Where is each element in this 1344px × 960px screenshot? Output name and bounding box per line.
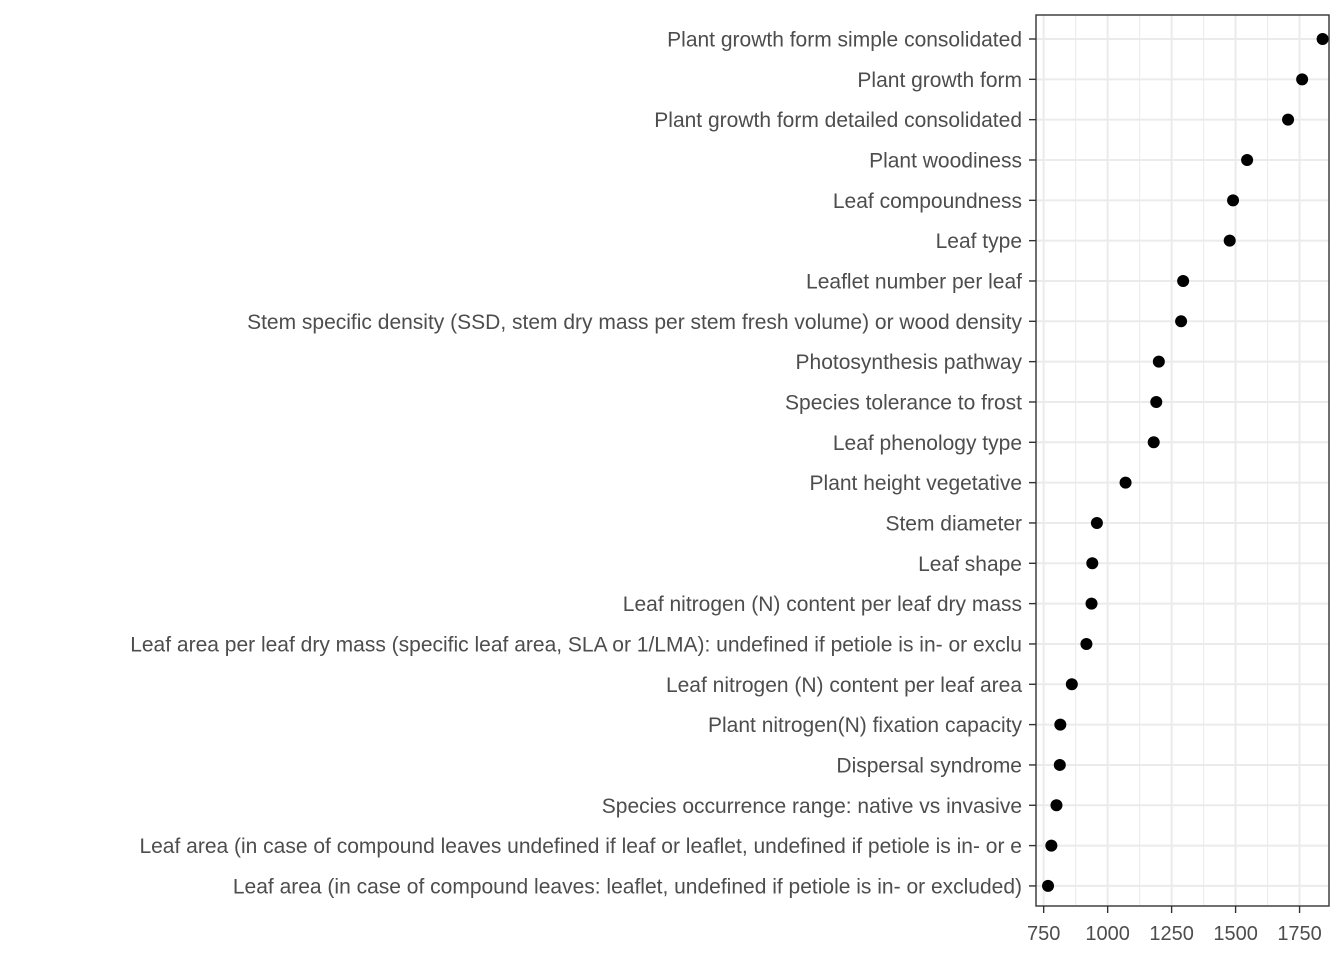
x-tick-label: 1500 [1213, 923, 1258, 945]
data-point [1042, 879, 1055, 892]
data-point [1241, 153, 1254, 166]
data-point [1045, 839, 1058, 852]
data-point [1085, 597, 1098, 610]
data-point [1050, 799, 1063, 812]
data-point [1065, 678, 1078, 691]
category-label: Dispersal syndrome [836, 754, 1022, 777]
x-tick-label: 1750 [1277, 923, 1322, 945]
category-label: Leaf compoundness [833, 190, 1022, 213]
category-label: Leaf area per leaf dry mass (specific le… [130, 633, 1022, 656]
x-tick-label: 1000 [1085, 923, 1130, 945]
data-point [1086, 557, 1099, 570]
category-label: Leaf shape [918, 553, 1022, 576]
data-point [1223, 234, 1236, 247]
data-point [1316, 33, 1329, 45]
panel-border [1035, 14, 1330, 907]
data-point [1227, 194, 1240, 207]
category-label: Plant growth form detailed consolidated [654, 109, 1022, 132]
category-labels: Plant growth form simple consolidated Pla… [130, 29, 1022, 899]
category-label: Species tolerance to frost [785, 391, 1022, 414]
data-point [1175, 315, 1188, 328]
data-point [1080, 637, 1093, 650]
data-point [1147, 436, 1160, 449]
category-label: Leaf phenology type [833, 432, 1022, 455]
data-point [1150, 395, 1163, 408]
category-label: Leaflet number per leaf [806, 270, 1022, 293]
x-tick-label: 750 [1027, 923, 1060, 945]
data-point [1119, 476, 1132, 489]
category-label: Plant growth form simple consolidated [667, 29, 1022, 52]
gridlines [1036, 15, 1329, 906]
data-point [1282, 113, 1295, 126]
category-label: Leaf nitrogen (N) content per leaf dry m… [623, 593, 1022, 616]
category-label: Stem diameter [885, 512, 1022, 535]
category-label: Leaf nitrogen (N) content per leaf area [666, 674, 1022, 697]
category-label: Plant growth form [857, 69, 1022, 92]
category-label: Species occurrence range: native vs inva… [602, 795, 1022, 818]
category-label: Leaf area (in case of compound leaves: l… [233, 875, 1022, 898]
category-label: Stem specific density (SSD, stem dry mas… [247, 311, 1022, 334]
category-label: Photosynthesis pathway [796, 351, 1023, 374]
category-label: Plant nitrogen(N) fixation capacity [708, 714, 1022, 737]
data-point [1177, 274, 1190, 287]
data-point [1296, 73, 1309, 86]
category-label: Leaf area (in case of compound leaves un… [139, 835, 1022, 858]
axis-ticks [1029, 38, 1301, 913]
x-axis-tick-labels: 750 1000 1250 1500 1750 [1027, 923, 1322, 945]
data-point [1152, 355, 1165, 368]
category-label: Leaf type [936, 230, 1022, 253]
data-points [1042, 33, 1329, 892]
data-point [1054, 718, 1067, 731]
data-point [1053, 758, 1066, 771]
category-label: Plant woodiness [869, 149, 1022, 172]
category-label: Plant height vegetative [810, 472, 1022, 495]
data-point [1090, 516, 1103, 529]
x-tick-label: 1250 [1149, 923, 1194, 945]
